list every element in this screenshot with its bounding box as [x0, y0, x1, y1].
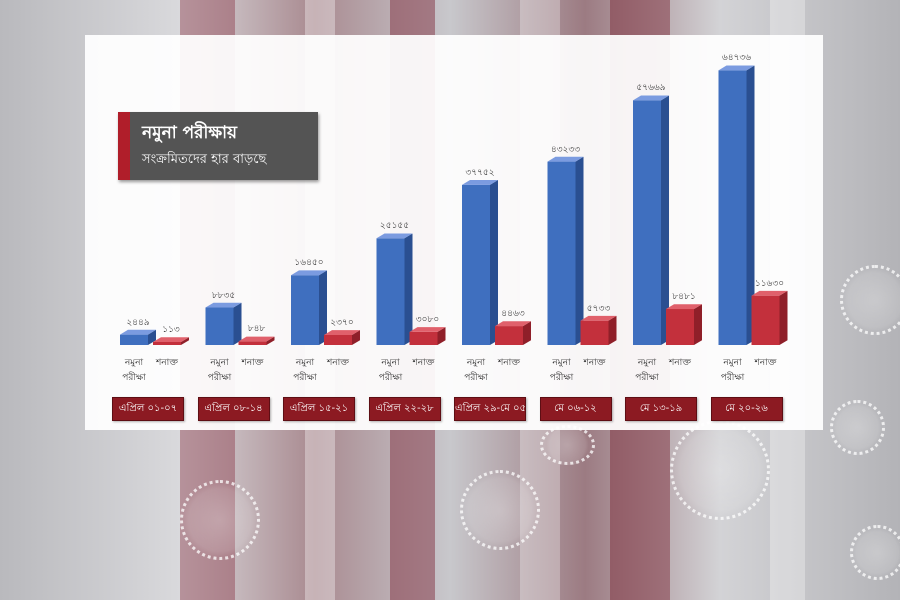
detected-value-label: ১১৬৩০: [754, 278, 785, 289]
detected-value-label: ১১৩: [162, 325, 180, 335]
detected-series-label: শনাক্ত: [326, 358, 350, 368]
virus-icon: [830, 400, 885, 455]
date-range-label: এপ্রিল ০৮-১৪: [197, 397, 270, 421]
date-range-label: এপ্রিল ০১-০৭: [112, 397, 184, 421]
chart-panel: [85, 35, 823, 430]
tests-bar: [376, 233, 413, 345]
tests-value-label: ২৪৪৯: [126, 317, 150, 328]
detected-bar: [238, 336, 275, 345]
virus-icon: [840, 265, 900, 335]
detected-series-label: শনাক্ত: [668, 358, 692, 368]
detected-series-label: শনাক্ত: [412, 358, 435, 368]
tests-bar: [205, 302, 242, 345]
tests-series-label: নমুনা পরীক্ষা: [720, 358, 745, 383]
virus-icon: [670, 420, 770, 520]
detected-series-label: শনাক্ত: [497, 358, 521, 368]
detected-bar: [751, 290, 788, 345]
tests-series-label: নমুনা পরীক্ষা: [464, 358, 488, 383]
detected-bar: [580, 315, 617, 345]
tests-bar: [547, 156, 584, 345]
detected-bar: [666, 304, 702, 345]
tests-bar: [718, 65, 755, 345]
detected-bar: [324, 330, 360, 345]
tests-bar: [291, 270, 327, 345]
detected-bar: [153, 337, 189, 345]
detected-value-label: ৪৪৬৩: [501, 309, 525, 320]
date-range-label: এপ্রিল ২২-২৮: [368, 397, 441, 421]
date-range-label: মে ০৬-১২: [539, 397, 612, 421]
detected-value-label: ৮৪৮: [247, 324, 266, 335]
tests-value-label: ২৫১৫৫: [379, 221, 410, 232]
chart-title: নমুনা পরীক্ষায়: [142, 123, 238, 143]
tests-series-label: নমুনা পরীক্ষা: [122, 358, 146, 383]
virus-icon: [850, 525, 900, 580]
tests-bar: [462, 180, 498, 345]
date-range-label: মে ১৩-১৯: [625, 397, 697, 421]
tests-series-label: নমুনা পরীক্ষা: [207, 358, 232, 383]
virus-icon: [180, 480, 260, 560]
detected-series-label: শনাক্ত: [241, 358, 264, 368]
tests-series-label: নমুনা পরীক্ষা: [635, 358, 659, 383]
detected-series-label: শনাক্ত: [583, 358, 606, 368]
tests-series-label: নমুনা পরীক্ষা: [549, 358, 574, 383]
date-range-label: মে ২০-২৬: [710, 397, 783, 421]
detected-series-label: শনাক্ত: [754, 358, 777, 368]
detected-value-label: ২৩৭০: [330, 317, 354, 328]
chart-title-box: নমুনা পরীক্ষায় সংক্রমিতদের হার বাড়ছে: [118, 112, 318, 180]
detected-series-label: শনাক্ত: [155, 358, 179, 368]
detected-bar: [495, 321, 531, 345]
tests-value-label: ৮৮৩৫: [211, 290, 236, 301]
tests-series-label: নমুনা পরীক্ষা: [378, 358, 403, 383]
detected-value-label: ৩০৮০: [415, 314, 440, 325]
chart-subtitle: সংক্রমিতদের হার বাড়ছে: [142, 152, 267, 167]
detected-value-label: ৮৪৮১: [672, 292, 696, 303]
tests-value-label: ৩৭৭৫২: [465, 167, 495, 178]
tests-bar: [120, 329, 156, 345]
tests-value-label: ১৬৪৫০: [294, 258, 324, 269]
date-range-label: এপ্রিল ২৯-মে ০৫: [454, 397, 526, 421]
tests-value-label: ৫৭৬৬৯: [636, 83, 666, 94]
title-accent: [118, 112, 130, 180]
tests-value-label: ৬৪৭৩৬: [721, 53, 752, 64]
date-range-label: এপ্রিল ১৫-২১: [283, 397, 355, 421]
detected-bar: [409, 327, 446, 345]
virus-icon: [460, 470, 540, 550]
detected-value-label: ৫৭৩৩: [586, 303, 611, 314]
tests-series-label: নমুনা পরীক্ষা: [293, 358, 317, 383]
tests-value-label: ৪৩২৩৩: [550, 144, 581, 155]
tests-bar: [633, 95, 669, 346]
